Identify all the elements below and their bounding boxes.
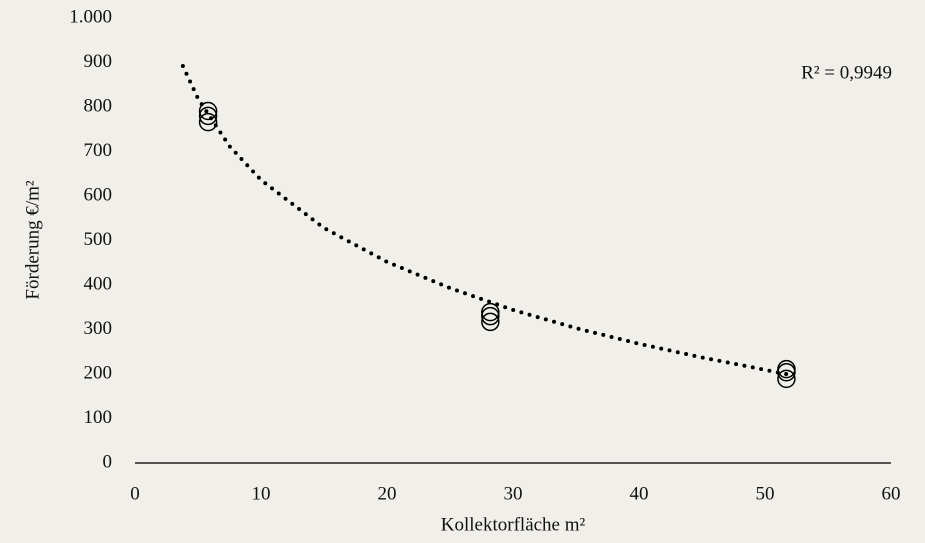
data-point (481, 306, 500, 326)
y-tick-label: 100 (84, 407, 113, 428)
y-tick-label: 0 (103, 451, 113, 472)
y-tick-label: 700 (84, 140, 113, 161)
y-axis-label: Förderung €/m² (22, 180, 43, 299)
y-tick-label: 400 (84, 273, 113, 294)
data-point (198, 101, 218, 121)
data-point (198, 112, 218, 132)
x-tick-label: 50 (756, 483, 775, 504)
y-tick-label: 1.000 (69, 6, 112, 27)
x-tick-label: 10 (252, 483, 271, 504)
x-tick-label: 0 (130, 483, 140, 504)
y-tick-label: 300 (84, 318, 113, 339)
data-point (777, 369, 796, 389)
data-point (481, 302, 500, 322)
x-tick-label: 30 (504, 483, 523, 504)
r-squared: R² = 0,9949 (801, 62, 892, 83)
x-axis-label: Kollektorfläche m² (441, 514, 586, 535)
x-tick-label: 60 (882, 483, 901, 504)
y-tick-label: 600 (84, 184, 113, 205)
y-tick-label: 900 (84, 51, 113, 72)
y-tick-label: 200 (84, 362, 113, 383)
x-tick-label: 40 (630, 483, 649, 504)
data-point (481, 312, 500, 332)
x-tick-label: 20 (378, 483, 397, 504)
trendline (180, 64, 789, 376)
data-point (198, 106, 218, 126)
y-tick-label: 800 (84, 95, 113, 116)
data-point (777, 362, 796, 382)
y-tick-label: 500 (84, 229, 113, 250)
